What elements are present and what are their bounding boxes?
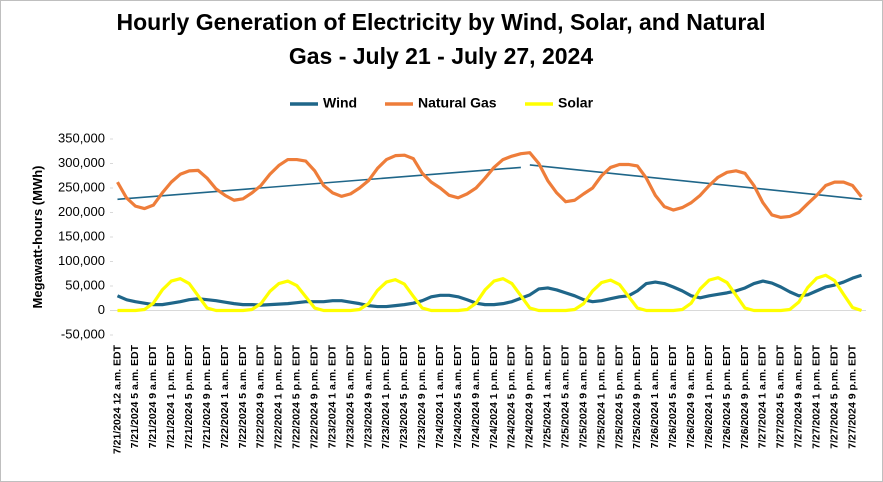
x-tick-label: 7/22/2024 1 a.m. EDT — [219, 344, 231, 448]
x-tick-label: 7/27/2024 9 a.m. EDT — [793, 344, 805, 448]
x-tick-label: 7/26/2024 1 p.m. EDT — [703, 344, 715, 448]
x-tick-label: 7/23/2024 9 a.m. EDT — [362, 344, 374, 448]
legend-label: Wind — [323, 95, 357, 111]
x-tick-label: 7/22/2024 9 a.m. EDT — [255, 344, 267, 448]
x-tick-label: 7/22/2024 5 p.m. EDT — [291, 344, 303, 448]
x-tick-label: 7/27/2024 5 p.m. EDT — [828, 344, 840, 448]
y-tick-label: 100,000 — [58, 253, 105, 268]
x-tick-label: 7/21/2024 9 a.m. EDT — [147, 344, 159, 448]
x-tick-label: 7/25/2024 1 a.m. EDT — [542, 344, 554, 448]
x-tick-label: 7/25/2024 9 a.m. EDT — [577, 344, 589, 448]
x-tick-label: 7/21/2024 5 a.m. EDT — [129, 344, 141, 448]
x-tick-label: 7/26/2024 1 a.m. EDT — [649, 344, 661, 448]
x-tick-label: 7/22/2024 9 p.m. EDT — [308, 344, 320, 448]
x-tick-label: 7/25/2024 5 a.m. EDT — [559, 344, 571, 448]
x-tick-label: 7/25/2024 5 p.m. EDT — [613, 344, 625, 448]
y-tick-label: 0 — [98, 302, 105, 317]
series-line — [116, 151, 863, 219]
x-tick-label: 7/26/2024 9 p.m. EDT — [739, 344, 751, 448]
x-tick-label: 7/24/2024 9 a.m. EDT — [470, 344, 482, 448]
x-tick-label: 7/26/2024 5 a.m. EDT — [667, 344, 679, 448]
x-tick-label: 7/27/2024 9 p.m. EDT — [846, 344, 858, 448]
x-tick-label: 7/23/2024 1 a.m. EDT — [326, 344, 338, 448]
legend-label: Solar — [558, 95, 594, 111]
x-tick-label: 7/25/2024 1 p.m. EDT — [595, 344, 607, 448]
y-tick-label: 50,000 — [65, 277, 105, 292]
x-tick-label: 7/21/2024 9 p.m. EDT — [201, 344, 213, 448]
x-tick-label: 7/27/2024 5 a.m. EDT — [775, 344, 787, 448]
series-line — [116, 273, 863, 309]
x-tick-label: 7/24/2024 1 a.m. EDT — [434, 344, 446, 448]
x-tick-label: 7/26/2024 5 p.m. EDT — [721, 344, 733, 448]
y-tick-label: 300,000 — [58, 155, 105, 170]
y-tick-label: 200,000 — [58, 204, 105, 219]
x-tick-label: 7/21/2024 12 a.m. EDT — [111, 344, 123, 454]
y-tick-label: 250,000 — [58, 179, 105, 194]
chart-title: Hourly Generation of Electricity by Wind… — [116, 9, 765, 35]
x-tick-label: 7/26/2024 9 a.m. EDT — [685, 344, 697, 448]
series-line — [117, 273, 863, 313]
trendline — [529, 164, 862, 201]
x-tick-label: 7/23/2024 9 p.m. EDT — [416, 344, 428, 448]
x-tick-label: 7/24/2024 9 p.m. EDT — [524, 344, 536, 448]
x-tick-label: 7/23/2024 1 p.m. EDT — [380, 344, 392, 448]
x-tick-label: 7/24/2024 5 a.m. EDT — [452, 344, 464, 448]
y-tick-label: 350,000 — [58, 130, 105, 145]
x-tick-label: 7/24/2024 1 p.m. EDT — [488, 344, 500, 448]
x-tick-label: 7/27/2024 1 a.m. EDT — [757, 344, 769, 448]
y-tick-label: -50,000 — [61, 326, 105, 341]
legend-label: Natural Gas — [418, 95, 497, 111]
x-tick-label: 7/21/2024 1 p.m. EDT — [165, 344, 177, 448]
chart-subtitle: Gas - July 21 - July 27, 2024 — [289, 43, 593, 69]
x-tick-label: 7/23/2024 5 p.m. EDT — [398, 344, 410, 448]
x-tick-label: 7/27/2024 1 p.m. EDT — [810, 344, 822, 448]
x-tick-label: 7/21/2024 5 p.m. EDT — [183, 344, 195, 448]
x-tick-label: 7/23/2024 5 a.m. EDT — [344, 344, 356, 448]
y-tick-label: 150,000 — [58, 228, 105, 243]
x-tick-label: 7/22/2024 1 p.m. EDT — [273, 344, 285, 448]
x-tick-label: 7/24/2024 5 p.m. EDT — [506, 344, 518, 448]
x-tick-label: 7/25/2024 9 p.m. EDT — [631, 344, 643, 448]
trendline — [117, 166, 521, 201]
x-tick-label: 7/22/2024 5 a.m. EDT — [237, 344, 249, 448]
y-axis-title: Megawatt-hours (MWh) — [30, 166, 45, 309]
